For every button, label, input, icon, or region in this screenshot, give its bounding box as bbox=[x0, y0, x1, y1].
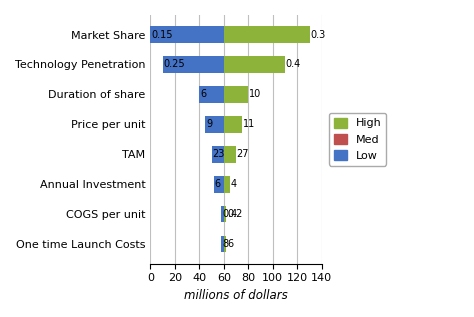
Text: 0.25: 0.25 bbox=[163, 60, 185, 69]
Text: 0.4: 0.4 bbox=[222, 209, 237, 219]
Text: 23: 23 bbox=[212, 149, 225, 159]
Bar bbox=[163, 56, 224, 73]
Bar bbox=[205, 116, 224, 133]
Text: 6: 6 bbox=[200, 89, 206, 100]
Bar bbox=[224, 206, 226, 223]
Text: 10: 10 bbox=[249, 89, 261, 100]
Text: 0.2: 0.2 bbox=[227, 209, 242, 219]
Bar bbox=[224, 26, 310, 43]
Bar bbox=[214, 176, 224, 192]
Text: 27: 27 bbox=[237, 149, 249, 159]
Bar bbox=[224, 56, 285, 73]
Text: 0.4: 0.4 bbox=[286, 60, 301, 69]
Text: 11: 11 bbox=[243, 120, 255, 129]
Text: 6: 6 bbox=[227, 239, 233, 249]
Bar bbox=[221, 206, 224, 223]
Bar bbox=[150, 26, 224, 43]
Text: 0.3: 0.3 bbox=[310, 29, 326, 40]
Bar bbox=[224, 176, 230, 192]
Text: 9: 9 bbox=[206, 120, 212, 129]
Bar bbox=[211, 146, 224, 163]
Bar bbox=[224, 86, 248, 103]
X-axis label: millions of dollars: millions of dollars bbox=[184, 289, 288, 302]
Bar bbox=[200, 86, 224, 103]
Text: 4: 4 bbox=[230, 179, 237, 189]
Text: 6: 6 bbox=[215, 179, 221, 189]
Bar bbox=[224, 116, 242, 133]
Bar bbox=[224, 146, 236, 163]
Bar bbox=[221, 236, 224, 252]
Text: 0.15: 0.15 bbox=[151, 29, 173, 40]
Text: 8: 8 bbox=[222, 239, 228, 249]
Legend: High, Med, Low: High, Med, Low bbox=[329, 113, 386, 165]
Bar bbox=[224, 236, 226, 252]
